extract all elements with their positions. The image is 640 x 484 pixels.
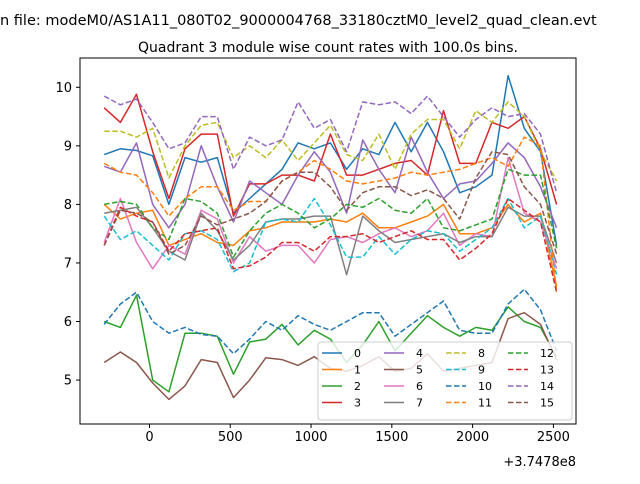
legend-label-14: 14 bbox=[540, 380, 554, 393]
y-tick-label: 6 bbox=[64, 315, 72, 330]
x-axis-offset-label: +3.7478e8 bbox=[503, 455, 576, 470]
x-tick-label: 2500 bbox=[537, 430, 570, 445]
series-line-13 bbox=[103, 197, 558, 293]
x-tick-label: 1500 bbox=[375, 430, 408, 445]
legend-label-11: 11 bbox=[478, 397, 492, 410]
series-line-11 bbox=[103, 136, 558, 293]
x-tick-label: 2000 bbox=[456, 430, 489, 445]
series-line-12 bbox=[104, 168, 558, 258]
series-line-3 bbox=[103, 93, 558, 217]
legend-label-13: 13 bbox=[540, 364, 554, 377]
legend-label-9: 9 bbox=[478, 364, 485, 377]
series-line-0 bbox=[103, 74, 558, 246]
series-line-4 bbox=[103, 136, 558, 229]
y-axis: 5 6 7 8 9 10 bbox=[55, 81, 80, 389]
legend-label-8: 8 bbox=[478, 347, 485, 360]
y-tick-label: 7 bbox=[64, 256, 72, 271]
x-tick-label: 1000 bbox=[294, 430, 327, 445]
series-line-8 bbox=[104, 101, 558, 182]
series-line-2 bbox=[103, 294, 558, 393]
y-tick-label: 9 bbox=[64, 139, 72, 154]
series-line-10 bbox=[103, 288, 558, 355]
figure-suptitle: n file: modeM0/AS1A11_080T02_9000004768_… bbox=[0, 13, 597, 29]
legend-label-0: 0 bbox=[354, 347, 361, 360]
legend-label-10: 10 bbox=[478, 380, 492, 393]
x-tick-label: 0 bbox=[145, 430, 153, 445]
legend-label-3: 3 bbox=[354, 397, 361, 410]
legend-label-2: 2 bbox=[354, 380, 361, 393]
x-tick-label: 500 bbox=[218, 430, 243, 445]
legend-label-12: 12 bbox=[540, 347, 554, 360]
legend-box bbox=[317, 341, 573, 421]
x-axis: 0 500 1000 1500 2000 2500 bbox=[145, 424, 570, 445]
legend-label-15: 15 bbox=[540, 397, 554, 410]
legend-label-5: 5 bbox=[416, 364, 423, 377]
y-tick-label: 5 bbox=[64, 374, 72, 389]
y-tick-label: 10 bbox=[55, 81, 72, 96]
series-line-7 bbox=[104, 206, 558, 276]
plot-area-frame bbox=[79, 57, 577, 425]
legend-label-6: 6 bbox=[416, 380, 423, 393]
chart-title: Quadrant 3 module wise count rates with … bbox=[138, 40, 518, 56]
legend-label-4: 4 bbox=[416, 347, 423, 360]
series-line-15 bbox=[103, 150, 558, 255]
legend-label-7: 7 bbox=[416, 397, 423, 410]
y-tick-label: 8 bbox=[64, 198, 72, 213]
series-line-9 bbox=[103, 197, 558, 275]
legend-label-1: 1 bbox=[354, 364, 361, 377]
series-line-14 bbox=[103, 95, 558, 193]
series-line-6 bbox=[103, 156, 558, 270]
